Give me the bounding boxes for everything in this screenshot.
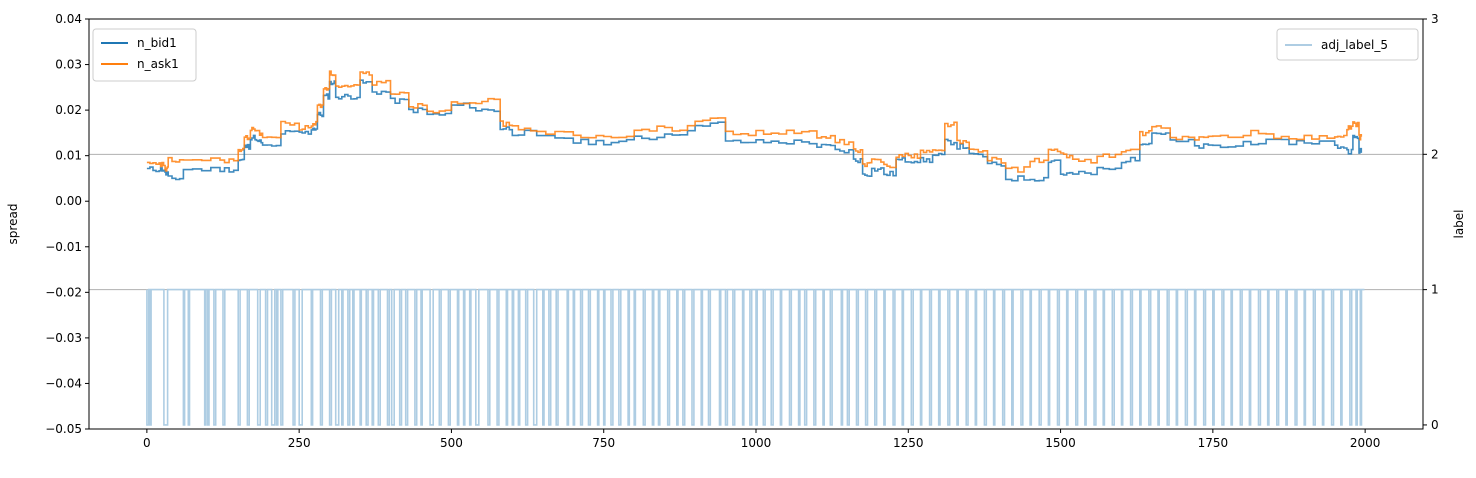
y-left-tick-label-6: 0.01 xyxy=(55,149,82,163)
y-right-tick-label-0: 0 xyxy=(1431,418,1439,432)
y-left-tick-label-9: 0.04 xyxy=(55,12,82,26)
adj-label-5-series xyxy=(146,288,1365,426)
y-left-tick-label-5: 0.00 xyxy=(55,194,82,208)
legend-label-n-bid1: n_bid1 xyxy=(137,36,177,50)
legend-label-adj-label-5: adj_label_5 xyxy=(1321,38,1388,52)
y-right-tick-label-2: 2 xyxy=(1431,147,1439,161)
x-tick-label-250: 250 xyxy=(288,436,311,450)
x-tick-label-750: 750 xyxy=(592,436,615,450)
y-left-tick-label-2: −0.03 xyxy=(45,331,82,345)
series-line-n-bid1 xyxy=(146,79,1363,182)
x-tick-label-2000: 2000 xyxy=(1350,436,1381,450)
y-left-tick-label-4: −0.01 xyxy=(45,240,82,254)
y-axis-left-label: spread xyxy=(6,204,20,245)
legend-right-box xyxy=(1276,28,1419,61)
x-tick-label-1250: 1250 xyxy=(893,436,924,450)
y-axis-right-label: label xyxy=(1452,209,1466,238)
y-axis-left: −0.05 −0.04 −0.03 −0.02 −0.01 0.00 0.01 0.02 0.0… xyxy=(45,12,89,436)
x-tick-label-500: 500 xyxy=(440,436,463,450)
x-tick-label-0: 0 xyxy=(143,436,151,450)
x-tick-label-1500: 1500 xyxy=(1045,436,1076,450)
x-tick-label-1750: 1750 xyxy=(1198,436,1229,450)
x-tick-label-1000: 1000 xyxy=(741,436,772,450)
price-series xyxy=(146,70,1363,182)
y-left-tick-label-0: −0.05 xyxy=(45,422,82,436)
x-axis: 0 250 500 750 1000 1250 1500 1750 2000 xyxy=(143,429,1380,450)
y-left-tick-label-7: 0.02 xyxy=(55,103,82,117)
y-left-tick-label-3: −0.02 xyxy=(45,285,82,299)
series-line-adj-label-5 xyxy=(146,288,1365,426)
y-left-tick-label-8: 0.03 xyxy=(55,58,82,72)
legend-right: adj_label_5 xyxy=(1276,28,1419,61)
legend-left: n_bid1 n_ask1 xyxy=(92,28,197,82)
y-right-tick-label-1: 1 xyxy=(1431,283,1439,297)
y-right-tick-label-3: 3 xyxy=(1431,12,1439,26)
series-line-n-ask1 xyxy=(146,70,1363,173)
legend-label-n-ask1: n_ask1 xyxy=(137,57,179,71)
y-axis-right: 0 1 2 3 xyxy=(1423,12,1439,432)
y-left-tick-label-1: −0.04 xyxy=(45,376,82,390)
